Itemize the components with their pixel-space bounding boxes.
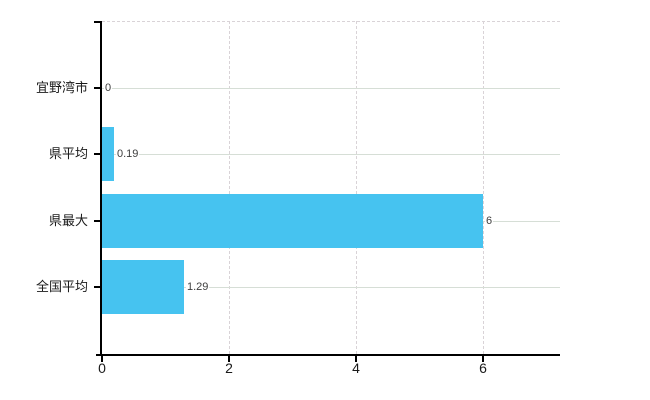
x-tick-label: 0 bbox=[98, 360, 106, 376]
y-axis-label: 県最大 bbox=[48, 212, 88, 228]
x-tick-label: 4 bbox=[352, 360, 360, 376]
x-tick-label: 6 bbox=[479, 360, 487, 376]
bar-value-label: 6 bbox=[485, 213, 494, 228]
vertical-gridline bbox=[356, 21, 357, 354]
y-axis-top-tick bbox=[94, 21, 102, 23]
bar-value-label: 0 bbox=[104, 81, 113, 95]
bar bbox=[102, 193, 483, 248]
y-axis-tick bbox=[94, 87, 100, 89]
y-axis-tick bbox=[94, 153, 100, 156]
y-axis-label: 宜野湾市 bbox=[35, 80, 88, 95]
x-axis-tick bbox=[101, 354, 103, 362]
x-axis-tick bbox=[482, 354, 484, 362]
vertical-gridline bbox=[483, 21, 484, 354]
y-axis-label: 県平均 bbox=[48, 146, 88, 162]
plot-top-gridline bbox=[102, 21, 560, 22]
vertical-gridline bbox=[229, 21, 230, 354]
x-tick-label: 2 bbox=[225, 360, 233, 376]
horizontal-gridline bbox=[102, 88, 560, 89]
y-axis-line bbox=[100, 21, 102, 355]
bar bbox=[102, 127, 114, 182]
y-axis-tick bbox=[94, 285, 100, 288]
x-axis-line bbox=[96, 354, 560, 356]
bar-value-label: 1.29 bbox=[186, 279, 210, 294]
bar-value-label: 0.19 bbox=[116, 147, 140, 162]
x-axis-tick bbox=[228, 354, 230, 362]
y-axis-label: 全国平均 bbox=[35, 278, 88, 294]
horizontal-gridline bbox=[102, 286, 560, 288]
x-axis-tick bbox=[355, 354, 357, 362]
bar bbox=[102, 259, 184, 314]
horizontal-gridline bbox=[102, 154, 560, 156]
y-axis-tick bbox=[94, 219, 100, 222]
